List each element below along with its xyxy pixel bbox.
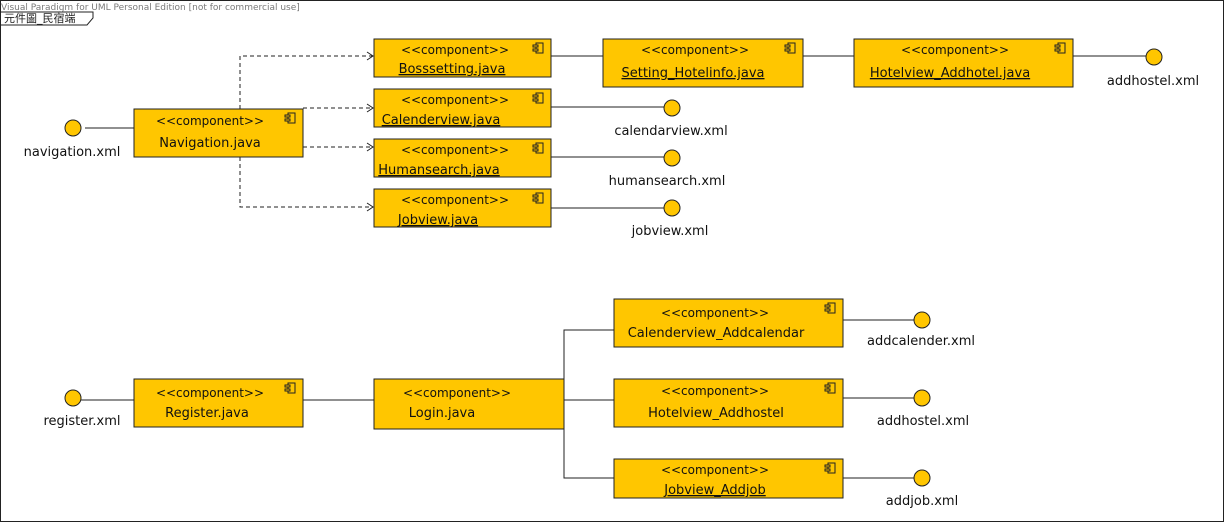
component-name: Calenderview_Addcalendar xyxy=(628,326,805,341)
component-name: Calenderview.java xyxy=(382,113,501,128)
component-humansearch[interactable]: <<component>> Humansearch.java xyxy=(373,138,552,178)
interface-label: addhostel.xml xyxy=(877,414,969,429)
dependency-navigation-bosssetting xyxy=(239,55,373,109)
interface-circle xyxy=(913,389,931,407)
interface-calendarview[interactable]: calendarview.xml xyxy=(614,99,728,139)
stereotype-label: <<component>> xyxy=(156,114,264,128)
interface-label: navigation.xml xyxy=(24,145,121,160)
interface-humansearch[interactable]: humansearch.xml xyxy=(609,149,726,189)
interface-addcalender[interactable]: addcalender.xml xyxy=(867,311,975,349)
stereotype-label: <<component>> xyxy=(661,463,769,477)
interface-label: addjob.xml xyxy=(886,494,958,509)
interface-addhostel-top[interactable]: addhostel.xml xyxy=(1107,48,1199,89)
diagram-title: 元件圖_民宿端 xyxy=(4,11,76,25)
watermark-text: Visual Paradigm for UML Personal Edition… xyxy=(1,3,300,13)
component-name: Navigation.java xyxy=(159,136,261,151)
component-name: Login.java xyxy=(409,406,475,421)
interface-addhostel[interactable]: addhostel.xml xyxy=(877,389,969,429)
stereotype-label: <<component>> xyxy=(661,306,769,320)
component-name: Register.java xyxy=(165,406,249,421)
component-name: Humansearch.java xyxy=(378,163,499,178)
interface-label: addcalender.xml xyxy=(867,334,975,349)
interface-jobview[interactable]: jobview.xml xyxy=(631,199,709,239)
dependency-arrow-calenderview xyxy=(366,103,374,113)
interface-circle xyxy=(64,389,82,407)
stereotype-label: <<component>> xyxy=(661,384,769,398)
interface-label: calendarview.xml xyxy=(614,124,727,139)
interface-circle xyxy=(913,311,931,329)
component-login[interactable]: <<component>> Login.java xyxy=(373,378,565,430)
component-bosssetting[interactable]: <<component>> Bosssetting.java xyxy=(373,38,552,78)
interface-label: register.xml xyxy=(43,414,120,429)
dependency-navigation-jobview xyxy=(239,157,373,208)
component-register[interactable]: <<component>> Register.java xyxy=(133,378,304,428)
interface-circle xyxy=(1145,48,1163,66)
interface-circle xyxy=(663,149,681,167)
component-name: Jobview.java xyxy=(397,213,478,228)
stereotype-label: <<component>> xyxy=(401,143,509,157)
component-hotelview-addhotel[interactable]: <<component>> Hotelview_Addhotel.java xyxy=(853,38,1074,88)
dependency-arrow-bosssetting xyxy=(366,51,374,61)
component-name: Bosssetting.java xyxy=(399,62,506,77)
interface-label: addhostel.xml xyxy=(1107,74,1199,89)
component-setting-hotelinfo[interactable]: <<component>> Setting_Hotelinfo.java xyxy=(602,38,804,88)
component-name: Setting_Hotelinfo.java xyxy=(621,66,764,81)
interface-circle xyxy=(663,199,681,217)
interface-circle xyxy=(913,469,931,487)
component-name: Hotelview_Addhostel xyxy=(648,406,784,421)
component-jobview-addjob[interactable]: <<component>> Jobview_Addjob xyxy=(613,458,844,499)
component-jobview[interactable]: <<component>> Jobview.java xyxy=(373,188,552,228)
component-navigation[interactable]: <<component>> Navigation.java xyxy=(133,108,304,158)
interface-label: jobview.xml xyxy=(631,224,709,239)
stereotype-label: <<component>> xyxy=(401,193,509,207)
component-hotelview-addhostel[interactable]: <<component>> Hotelview_Addhostel xyxy=(613,378,844,428)
diagram-tab xyxy=(0,11,94,26)
interface-register[interactable]: register.xml xyxy=(43,389,121,429)
interface-circle xyxy=(64,119,82,137)
link-login-addcalendar xyxy=(563,329,614,379)
stereotype-label: <<component>> xyxy=(401,93,509,107)
interface-label: humansearch.xml xyxy=(609,174,726,189)
stereotype-label: <<component>> xyxy=(901,43,1009,57)
component-name: Jobview_Addjob xyxy=(663,483,765,498)
stereotype-label: <<component>> xyxy=(641,43,749,57)
link-login-addjob xyxy=(563,429,614,479)
interface-addjob[interactable]: addjob.xml xyxy=(886,469,958,509)
stereotype-label: <<component>> xyxy=(156,386,264,400)
dependency-arrow-jobview xyxy=(366,202,374,212)
component-calenderview[interactable]: <<component>> Calenderview.java xyxy=(373,88,552,128)
interface-circle xyxy=(663,99,681,117)
stereotype-label: <<component>> xyxy=(403,386,511,400)
component-calenderview-addcalendar[interactable]: <<component>> Calenderview_Addcalendar xyxy=(613,298,844,348)
interface-navigation[interactable]: navigation.xml xyxy=(24,119,121,160)
dependency-arrow-humansearch xyxy=(366,142,374,152)
component-name: Hotelview_Addhotel.java xyxy=(870,66,1030,81)
stereotype-label: <<component>> xyxy=(401,43,509,57)
